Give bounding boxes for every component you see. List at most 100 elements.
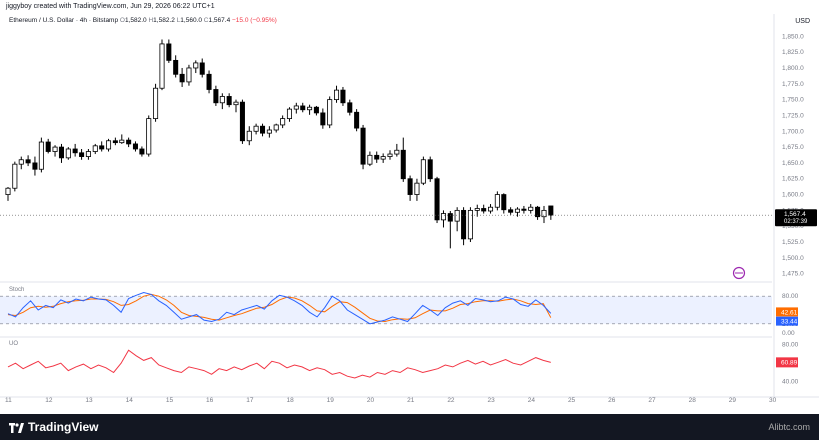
last-price-badge <box>775 209 817 227</box>
candle-body <box>72 148 78 154</box>
candle-body <box>159 43 165 89</box>
candle-body <box>12 163 18 189</box>
time-tick-label: 22 <box>447 397 455 404</box>
stoch-d-badge <box>776 307 798 317</box>
uo-pane-label[interactable]: UO <box>9 341 18 347</box>
footer-bar: TradingView Alibtc.com <box>0 414 819 440</box>
candle-body <box>166 43 172 61</box>
candle-body <box>374 154 380 160</box>
candle-body <box>146 118 152 155</box>
candle-body <box>92 145 98 152</box>
stoch-pane-label[interactable]: Stoch <box>9 287 25 293</box>
candle-body <box>407 178 413 195</box>
time-tick-label: 11 <box>5 397 12 404</box>
price-tick-label: 1,650.0 <box>782 160 804 167</box>
time-tick-label: 28 <box>689 397 697 404</box>
brand-name: TradingView <box>28 420 99 434</box>
currency-label[interactable]: USD <box>795 18 810 25</box>
candle-body <box>354 111 360 129</box>
candle-body <box>246 130 252 142</box>
candle-body <box>58 146 64 159</box>
uo-badge <box>776 357 798 368</box>
legend-low: 1,560.0 <box>180 17 202 24</box>
candle-body <box>548 205 554 216</box>
time-tick-label: 17 <box>246 397 254 404</box>
tradingview-logo[interactable]: TradingView <box>9 420 98 434</box>
legend-high: 1,582.2 <box>153 17 175 24</box>
candle-body <box>514 208 520 213</box>
candle-body <box>320 112 326 126</box>
price-tick-label: 1,750.0 <box>782 97 804 104</box>
legend-change: −15.0 (−0.95%) <box>232 17 277 24</box>
symbol-title[interactable]: Ethereum / U.S. Dollar · 4h · Bitstamp <box>9 17 119 24</box>
uo-line <box>7 349 551 379</box>
candle-body <box>347 102 353 113</box>
candle-body <box>112 140 118 144</box>
time-tick-label: 26 <box>608 397 616 404</box>
candle-body <box>52 146 58 152</box>
price-tick-label: 1,500.0 <box>782 255 804 262</box>
candle-body <box>521 208 527 211</box>
candle-body <box>488 206 494 212</box>
candle-body <box>334 89 340 101</box>
candle-body <box>99 145 105 150</box>
candle-body <box>173 59 179 75</box>
candle-body <box>286 108 292 120</box>
last-price-label: 1,567.4 <box>784 211 806 218</box>
price-tick-label: 1,550.0 <box>782 223 804 230</box>
candle-body <box>380 156 386 160</box>
candle-body <box>219 96 225 104</box>
candle-body <box>307 106 313 111</box>
stoch-k-value: 42.61 <box>781 309 798 316</box>
time-tick-label: 14 <box>126 397 134 404</box>
candle-body <box>153 87 159 120</box>
price-tick-label: 1,825.0 <box>782 49 804 56</box>
price-chart[interactable]: 1,850.0 1,825.0 1,800.0 1,775.0 1,750.0 1,725… <box>0 0 819 414</box>
candle-body <box>18 159 24 165</box>
candle-body <box>501 194 507 211</box>
stoch-axis-label: 0.00 <box>782 330 795 337</box>
candle-body <box>38 141 44 170</box>
candle-body <box>535 206 541 218</box>
price-tick-label: 1,475.0 <box>782 271 804 278</box>
price-tick-label: 1,850.0 <box>782 33 804 40</box>
candle-body <box>139 148 145 155</box>
price-tick-label: 1,600.0 <box>782 192 804 199</box>
candle-body <box>474 208 480 211</box>
candle-body <box>65 148 71 159</box>
candle-body <box>280 118 286 126</box>
attribution-text: jiggyboy created with TradingView.com, J… <box>6 3 215 10</box>
time-tick-label: 13 <box>85 397 93 404</box>
candle-body <box>132 143 138 150</box>
candle-body <box>400 149 406 180</box>
time-tick-label: 16 <box>206 397 214 404</box>
price-tick-label: 1,775.0 <box>782 81 804 88</box>
candle-body <box>186 67 192 83</box>
candle-body <box>494 194 500 208</box>
candle-body <box>427 159 433 180</box>
candle-body <box>206 73 212 90</box>
candle-body <box>447 213 453 222</box>
candle-body <box>79 152 85 157</box>
candle-body <box>440 213 446 221</box>
candle-body <box>193 62 199 69</box>
candle-body <box>179 73 185 83</box>
candle-body <box>313 106 319 114</box>
price-tick-label: 1,800.0 <box>782 65 804 72</box>
candle-body <box>327 99 333 126</box>
candle-body <box>360 127 366 165</box>
candle-body <box>239 101 245 142</box>
candle-body <box>213 89 219 104</box>
legend-open: 1,582.0 <box>124 17 147 24</box>
candle-body <box>394 149 400 155</box>
candle-body <box>293 105 299 110</box>
candle-body <box>387 153 393 157</box>
time-tick-label: 21 <box>407 397 415 404</box>
candle-body <box>45 141 51 152</box>
time-tick-label: 24 <box>528 397 536 404</box>
price-tick-label: 1,700.0 <box>782 128 804 135</box>
candle-body <box>467 209 473 240</box>
time-tick-label: 30 <box>769 397 777 404</box>
time-tick-label: 15 <box>166 397 174 404</box>
candle-body <box>253 125 259 132</box>
